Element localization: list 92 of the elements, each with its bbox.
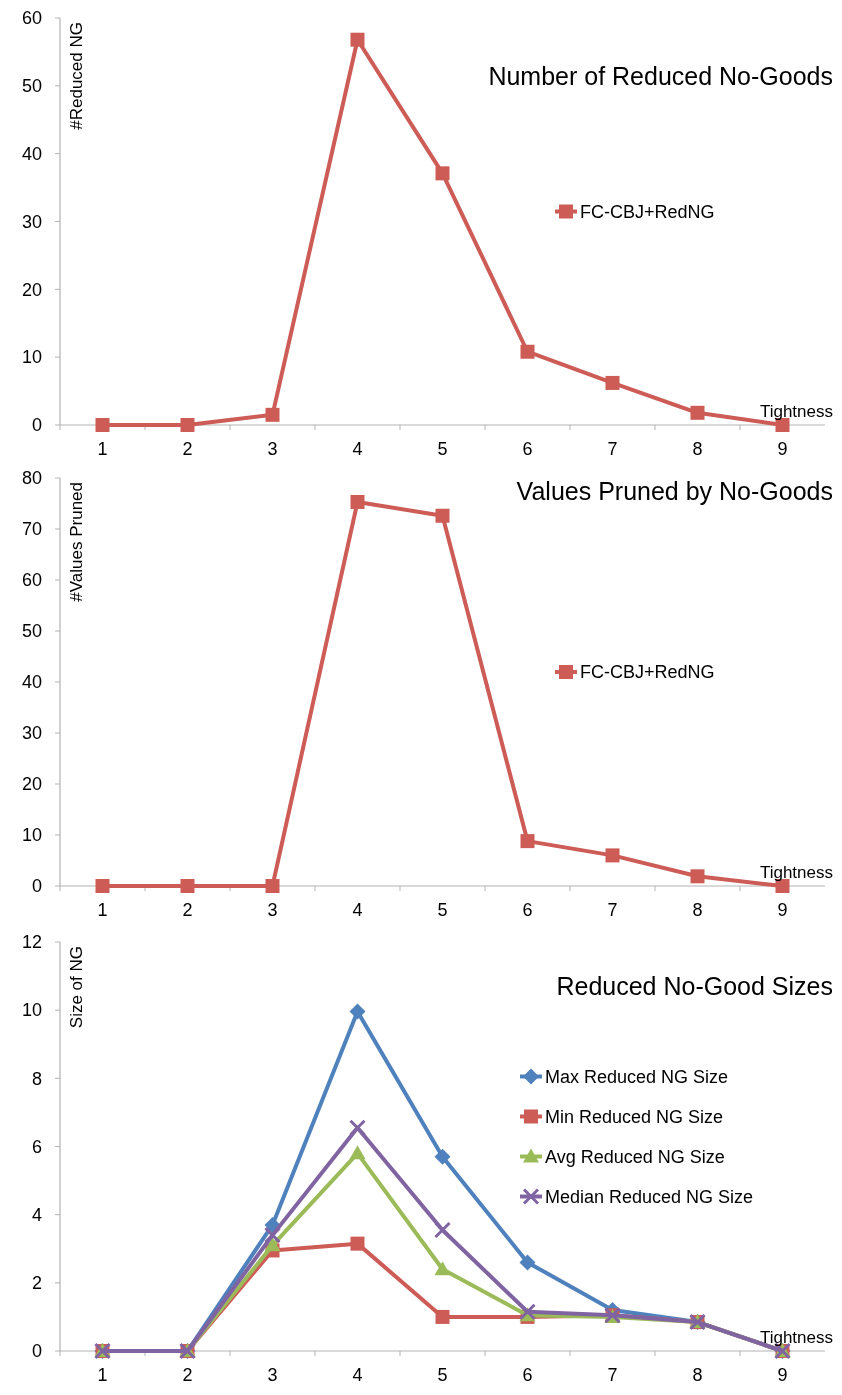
x-tick-label: 1 [97,900,108,920]
x-tick-label: 9 [777,1365,788,1385]
point [95,418,110,432]
point [180,879,195,893]
point [434,1261,451,1276]
x-tick-label: 9 [777,439,788,459]
y-tick-label: 10 [21,1000,42,1021]
x-tick-label: 2 [182,1365,193,1385]
y-tick-label: 50 [21,621,42,642]
point [265,879,280,893]
y-tick-label: 20 [21,774,42,795]
y-tick-label: 40 [21,672,42,693]
point [95,879,110,893]
x-tick-label: 5 [437,1365,448,1385]
y-tick-label: 4 [31,1204,42,1225]
x-tick-label: 3 [267,900,278,920]
y-tick-label: 20 [21,279,42,300]
point [690,405,705,420]
point [265,407,280,422]
point [435,508,450,523]
y-tick-label: 10 [21,825,42,846]
x-axis-title: Tightness [759,402,833,421]
x-tick-label: 4 [352,1365,363,1385]
y-tick-label: 70 [21,519,42,540]
x-tick-label: 2 [182,439,193,459]
x-tick-label: 6 [522,900,533,920]
y-tick-label: 60 [21,8,42,29]
point [350,1236,365,1251]
x-tick-label: 8 [692,1365,703,1385]
point [435,1309,450,1324]
y-axis-title: #Reduced NG [67,22,86,130]
y-tick-label: 6 [31,1136,42,1157]
x-tick-label: 6 [522,1365,533,1385]
legend-label: Min Reduced NG Size [545,1106,724,1127]
text: Number of Reduced No-Goods [488,62,833,90]
y-axis-title: Size of NG [67,946,86,1029]
point [264,1237,281,1252]
legend-label: Median Reduced NG Size [545,1186,754,1207]
point [519,1303,536,1321]
point [605,848,620,863]
y-tick-label: 30 [21,211,42,232]
x-tick-label: 5 [437,900,448,920]
y-tick-label: 40 [21,143,42,164]
x-tick-label: 7 [607,439,618,459]
y-tick-label: 30 [21,723,42,744]
point [434,1221,451,1239]
text: Reduced No-Good Sizes [556,972,833,1000]
y-tick-label: 0 [31,876,42,897]
point [264,1226,281,1244]
x-tick-label: 3 [267,439,278,459]
y-tick-label: 0 [31,415,42,436]
x-axis-title: Tightness [759,863,833,882]
legend-label: Avg Reduced NG Size [545,1146,725,1167]
chart-title: Values Pruned by No-Goods [516,477,833,505]
y-tick-label: 12 [21,932,42,953]
point [605,375,620,390]
point [180,418,195,432]
point [520,834,535,849]
y-tick-label: 10 [21,347,42,368]
point [349,1003,366,1020]
x-tick-label: 1 [97,439,108,459]
point [350,494,365,509]
point [519,1254,536,1271]
point [690,869,705,884]
point [349,1145,366,1160]
legend-label: FC-CBJ+RedNG [580,662,715,683]
y-tick-label: 80 [21,468,42,489]
y-tick-label: 60 [21,570,42,591]
point [520,344,535,359]
legend-label: Max Reduced NG Size [545,1066,729,1087]
legend-label: FC-CBJ+RedNG [580,201,715,222]
x-axis-title: Tightness [759,1328,833,1347]
point [350,32,365,47]
x-tick-label: 7 [607,1365,618,1385]
x-tick-label: 6 [522,439,533,459]
x-tick-label: 4 [352,900,363,920]
point [434,1148,451,1165]
point [435,166,450,181]
y-tick-label: 8 [31,1068,42,1089]
x-tick-label: 5 [437,439,448,459]
x-tick-label: 8 [692,900,703,920]
x-tick-label: 7 [607,900,618,920]
x-tick-label: 9 [777,900,788,920]
x-tick-label: 1 [97,1365,108,1385]
x-tick-label: 3 [267,1365,278,1385]
x-tick-label: 2 [182,900,193,920]
y-tick-label: 50 [21,76,42,97]
y-axis-title: #Values Pruned [67,482,86,602]
x-tick-label: 8 [692,439,703,459]
y-tick-label: 2 [31,1273,42,1294]
x-tick-label: 4 [352,439,363,459]
y-tick-label: 0 [31,1341,42,1362]
